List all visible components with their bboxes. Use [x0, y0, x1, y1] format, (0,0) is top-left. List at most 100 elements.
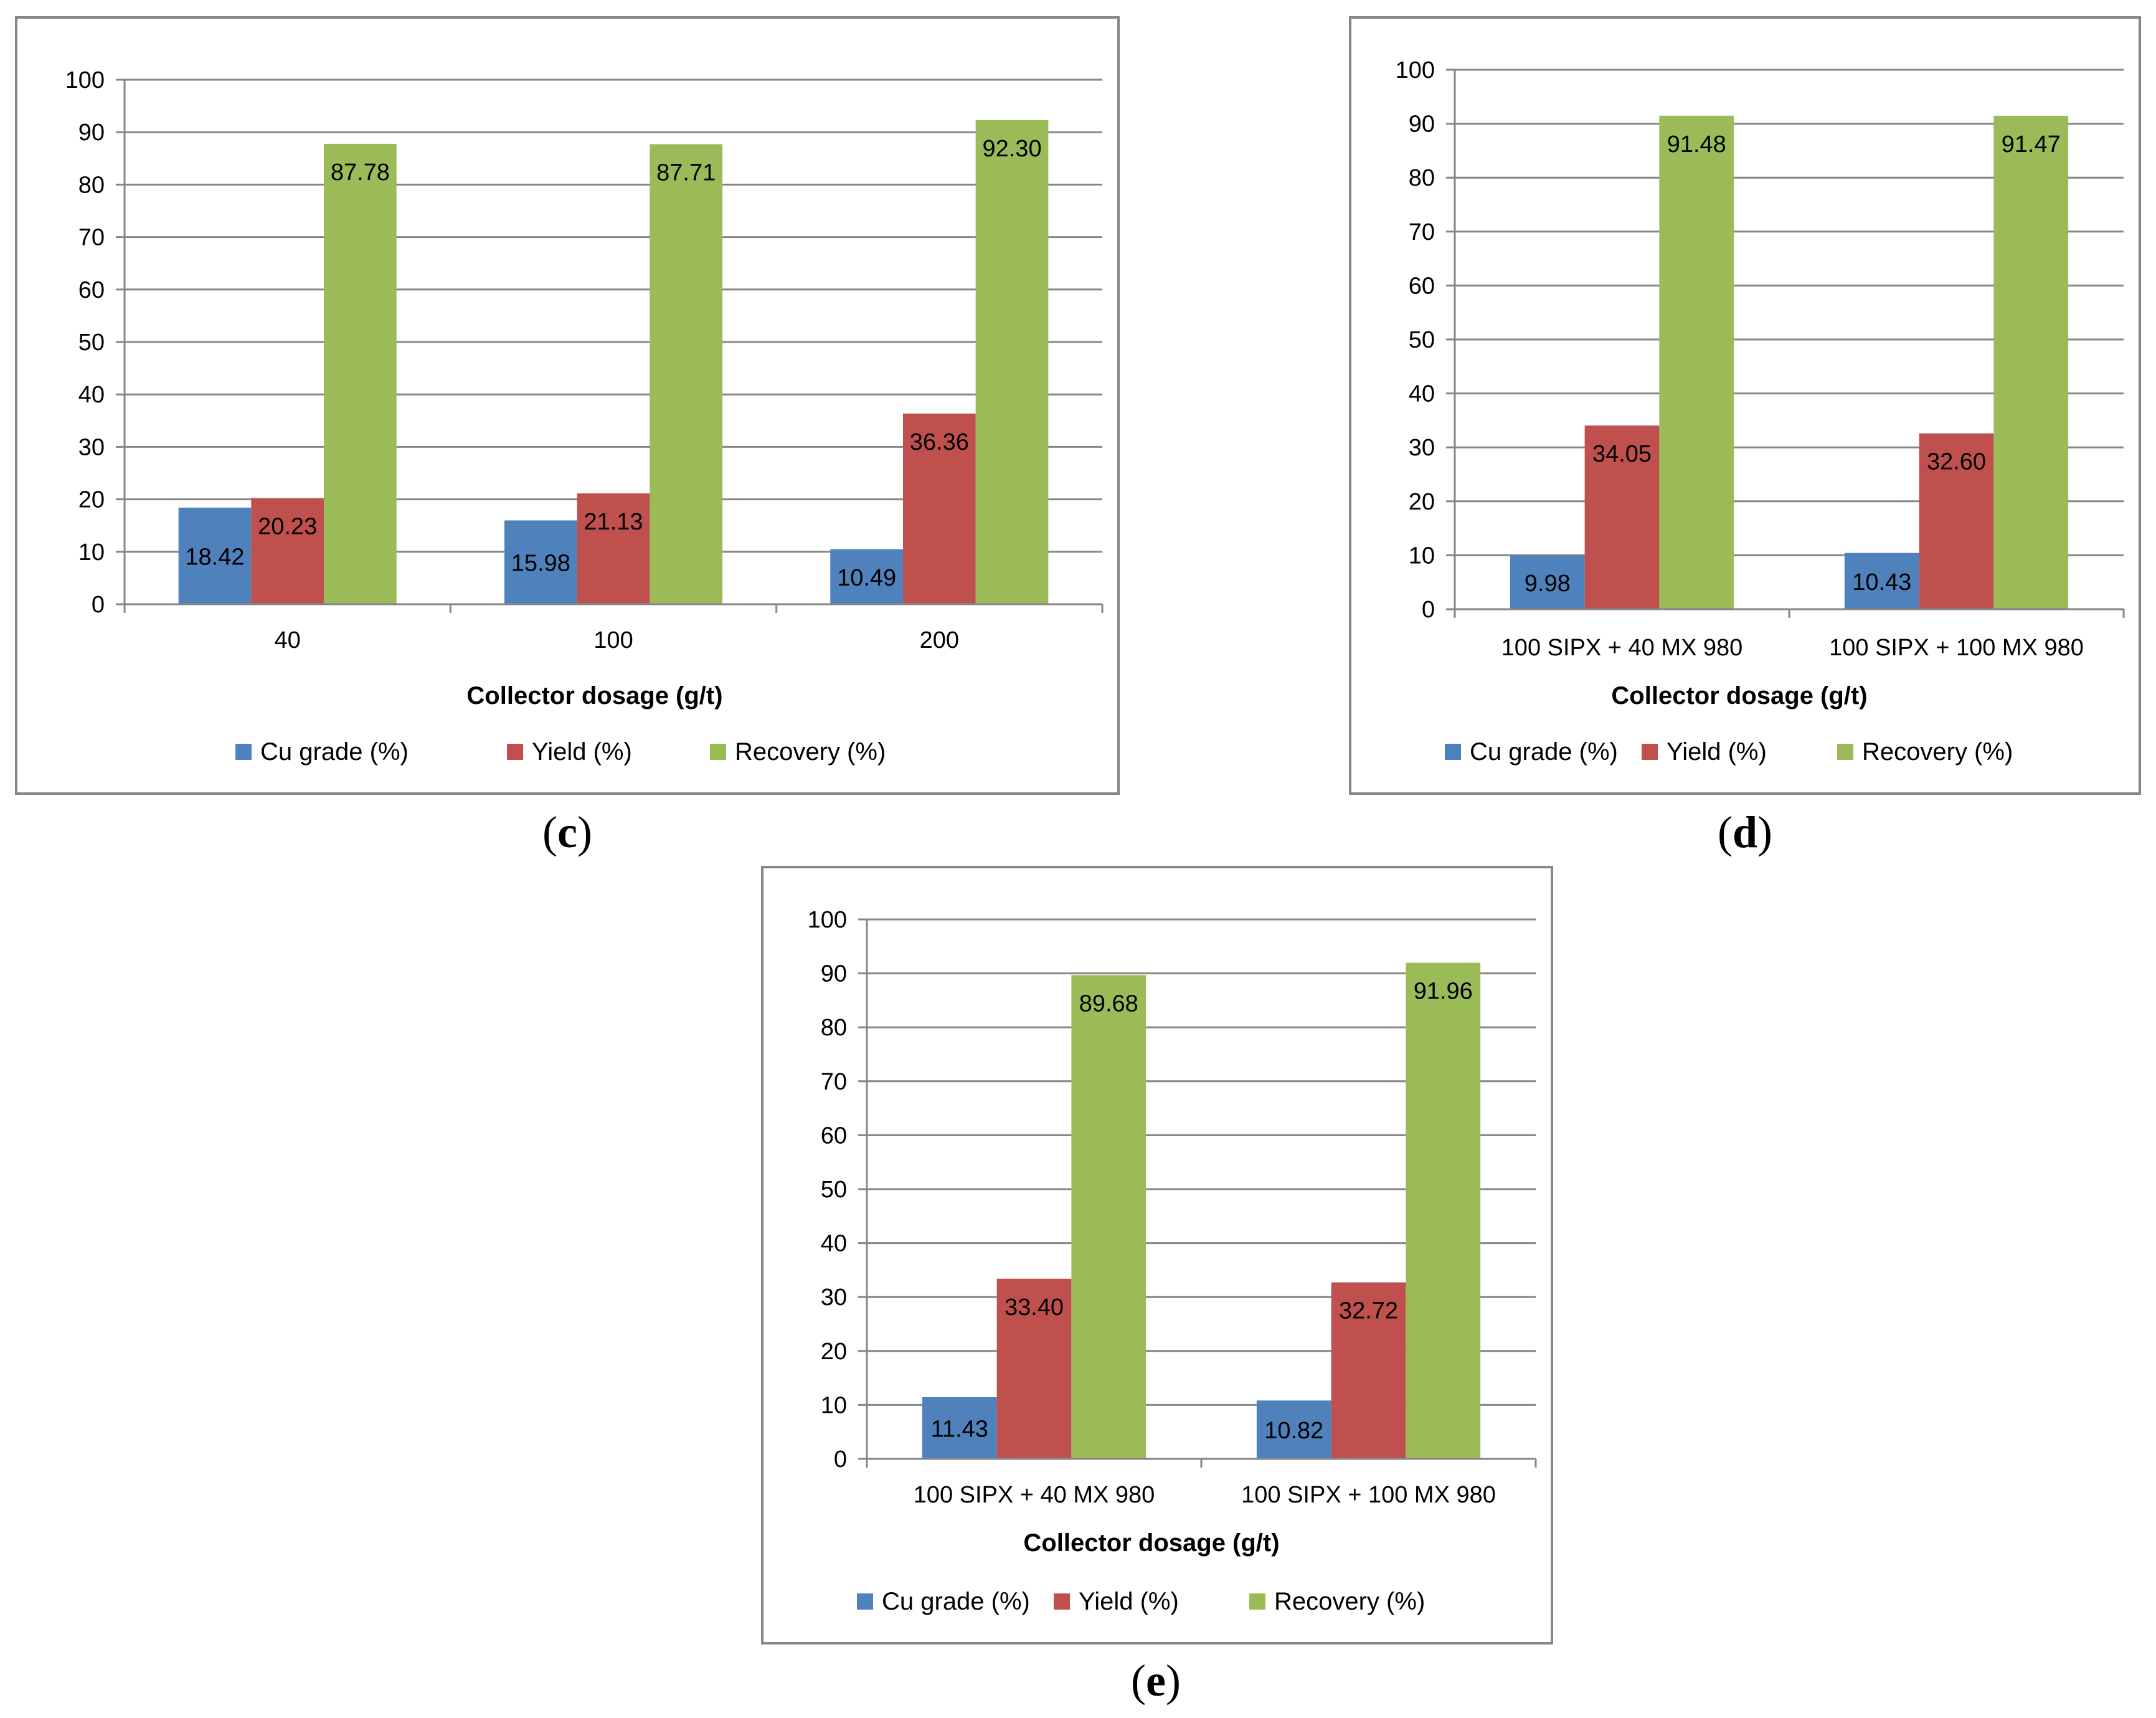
bars — [922, 962, 1481, 1459]
legend-label: Recovery (%) — [1862, 738, 2013, 766]
chart-c-svg: 0 10 20 30 40 50 60 70 80 90 100 18.42 20.23 87.78 15.… — [65, 67, 1104, 766]
x-tick-labels: 100 SIPX + 40 MX 980 100 SIPX + 100 MX 98… — [1501, 635, 2084, 661]
x-tick-label: 40 — [275, 627, 301, 653]
bar-recovery — [1406, 962, 1481, 1459]
legend-swatch-yield — [1642, 744, 1658, 760]
y-tick-label: 80 — [78, 172, 105, 198]
data-label: 9.98 — [1525, 571, 1571, 597]
data-label: 32.72 — [1339, 1298, 1398, 1324]
y-tick-label: 10 — [821, 1392, 847, 1418]
y-tick-label: 60 — [1409, 273, 1435, 299]
data-label: 15.98 — [511, 551, 570, 577]
legend-swatch-recovery — [1837, 744, 1853, 760]
data-label: 36.36 — [910, 429, 969, 455]
bar-recovery — [650, 144, 723, 604]
y-tick-label: 10 — [1409, 543, 1435, 569]
legend-swatch-yield — [507, 744, 523, 760]
y-tick-label: 60 — [821, 1122, 847, 1149]
y-tick-label: 40 — [821, 1231, 847, 1257]
y-tick-label: 90 — [821, 961, 847, 987]
bar-yield — [902, 413, 976, 604]
y-tick-label: 30 — [821, 1284, 847, 1311]
x-tick-label: 100 SIPX + 100 MX 980 — [1241, 1482, 1496, 1508]
data-label: 87.71 — [656, 159, 716, 186]
caption-e: (e) — [1131, 1656, 1181, 1706]
x-tick-labels: 100 SIPX + 40 MX 980 100 SIPX + 100 MX 98… — [914, 1482, 1496, 1508]
y-tick-label: 30 — [1409, 435, 1435, 461]
y-tick-label: 0 — [834, 1446, 847, 1473]
data-label: 10.49 — [837, 565, 896, 591]
y-tick-labels: 0 10 20 30 40 50 60 70 80 90 100 — [65, 67, 105, 618]
data-label: 11.43 — [931, 1417, 988, 1443]
x-tick-label: 100 — [593, 627, 633, 653]
bar-cu-grade — [1256, 1400, 1331, 1459]
data-label: 92.30 — [982, 136, 1041, 162]
y-tick-label: 80 — [1409, 165, 1435, 191]
bar-recovery — [1071, 975, 1147, 1459]
bar-cu-grade — [1844, 553, 1919, 609]
y-tick-label: 30 — [78, 434, 105, 460]
legend-label: Cu grade (%) — [882, 1588, 1030, 1615]
caption-d: (d) — [1717, 807, 1772, 857]
data-label: 20.23 — [258, 514, 317, 540]
data-label: 87.78 — [331, 159, 390, 186]
x-axis-title: Collector dosage (g/t) — [1023, 1529, 1279, 1557]
legend-label: Recovery (%) — [1274, 1588, 1425, 1615]
bar-recovery — [975, 120, 1049, 605]
y-tick-label: 90 — [1409, 112, 1435, 138]
bar-yield — [1919, 433, 1994, 609]
chart-d-svg: 0 10 20 30 40 50 60 70 80 90 100 9.98 34.05 91.48 10.4… — [1396, 57, 2125, 766]
legend-label: Recovery (%) — [735, 738, 886, 766]
y-tick-label: 40 — [1409, 381, 1435, 407]
y-tick-label: 50 — [821, 1177, 847, 1203]
data-label: 21.13 — [584, 509, 643, 535]
y-tick-label: 70 — [821, 1069, 847, 1095]
legend-swatch-cu-grade — [857, 1593, 873, 1610]
legend-label: Yield (%) — [1079, 1588, 1179, 1615]
y-tick-label: 20 — [1409, 489, 1435, 515]
y-tick-label: 100 — [65, 67, 105, 93]
x-tick-label: 200 — [920, 627, 959, 653]
legend-label: Yield (%) — [532, 738, 632, 766]
bars — [178, 120, 1049, 605]
bar-yield — [251, 498, 324, 604]
y-tick-label: 80 — [821, 1015, 847, 1041]
bar-yield — [996, 1278, 1072, 1459]
data-label: 34.05 — [1592, 441, 1652, 467]
caption-c-letter: c — [557, 807, 577, 857]
y-tick-label: 60 — [78, 277, 105, 303]
legend-swatch-recovery — [710, 744, 726, 760]
y-tick-label: 70 — [78, 225, 105, 251]
legend: Cu grade (%) Yield (%) Recovery (%) — [235, 738, 886, 766]
data-label: 91.96 — [1414, 979, 1473, 1005]
y-tick-label: 10 — [78, 539, 105, 566]
bar-yield — [1584, 425, 1660, 609]
y-tick-label: 100 — [1396, 57, 1435, 83]
bar-cu-grade — [504, 520, 577, 604]
y-tick-label: 100 — [808, 907, 847, 933]
chart-e-svg: 0 10 20 30 40 50 60 70 80 90 100 11.43 33.40 89.68 10.… — [808, 907, 1537, 1615]
chart-panel-c: 0 10 20 30 40 50 60 70 80 90 100 18.42 20.23 87.78 15.… — [15, 16, 1120, 795]
bar-yield — [1331, 1282, 1406, 1459]
y-tick-label: 50 — [78, 330, 105, 356]
data-label: 33.40 — [1005, 1294, 1064, 1321]
y-tick-label: 90 — [78, 120, 105, 146]
legend: Cu grade (%) Yield (%) Recovery (%) — [857, 1588, 1425, 1615]
bar-cu-grade — [178, 507, 252, 604]
bar-recovery — [324, 143, 397, 604]
x-tick-label: 100 SIPX + 100 MX 980 — [1829, 635, 2084, 661]
y-tick-label: 0 — [92, 592, 105, 618]
legend-swatch-cu-grade — [1445, 744, 1461, 760]
bars — [1510, 115, 2069, 609]
chart-panel-d: 0 10 20 30 40 50 60 70 80 90 100 9.98 34.05 91.48 10.4… — [1349, 16, 2141, 795]
y-tick-label: 40 — [78, 382, 105, 408]
legend-swatch-recovery — [1249, 1593, 1265, 1610]
y-tick-label: 0 — [1422, 597, 1435, 623]
data-label: 89.68 — [1079, 990, 1138, 1017]
legend-swatch-yield — [1054, 1593, 1070, 1610]
bar-cu-grade — [830, 549, 903, 604]
data-label: 91.47 — [2002, 131, 2061, 158]
caption-c: (c) — [542, 807, 592, 857]
data-label: 18.42 — [185, 544, 244, 570]
legend-swatch-cu-grade — [235, 744, 252, 760]
